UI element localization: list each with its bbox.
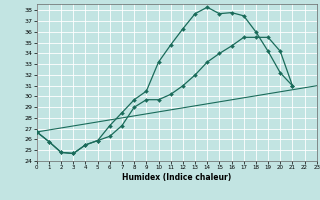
X-axis label: Humidex (Indice chaleur): Humidex (Indice chaleur) bbox=[122, 173, 231, 182]
